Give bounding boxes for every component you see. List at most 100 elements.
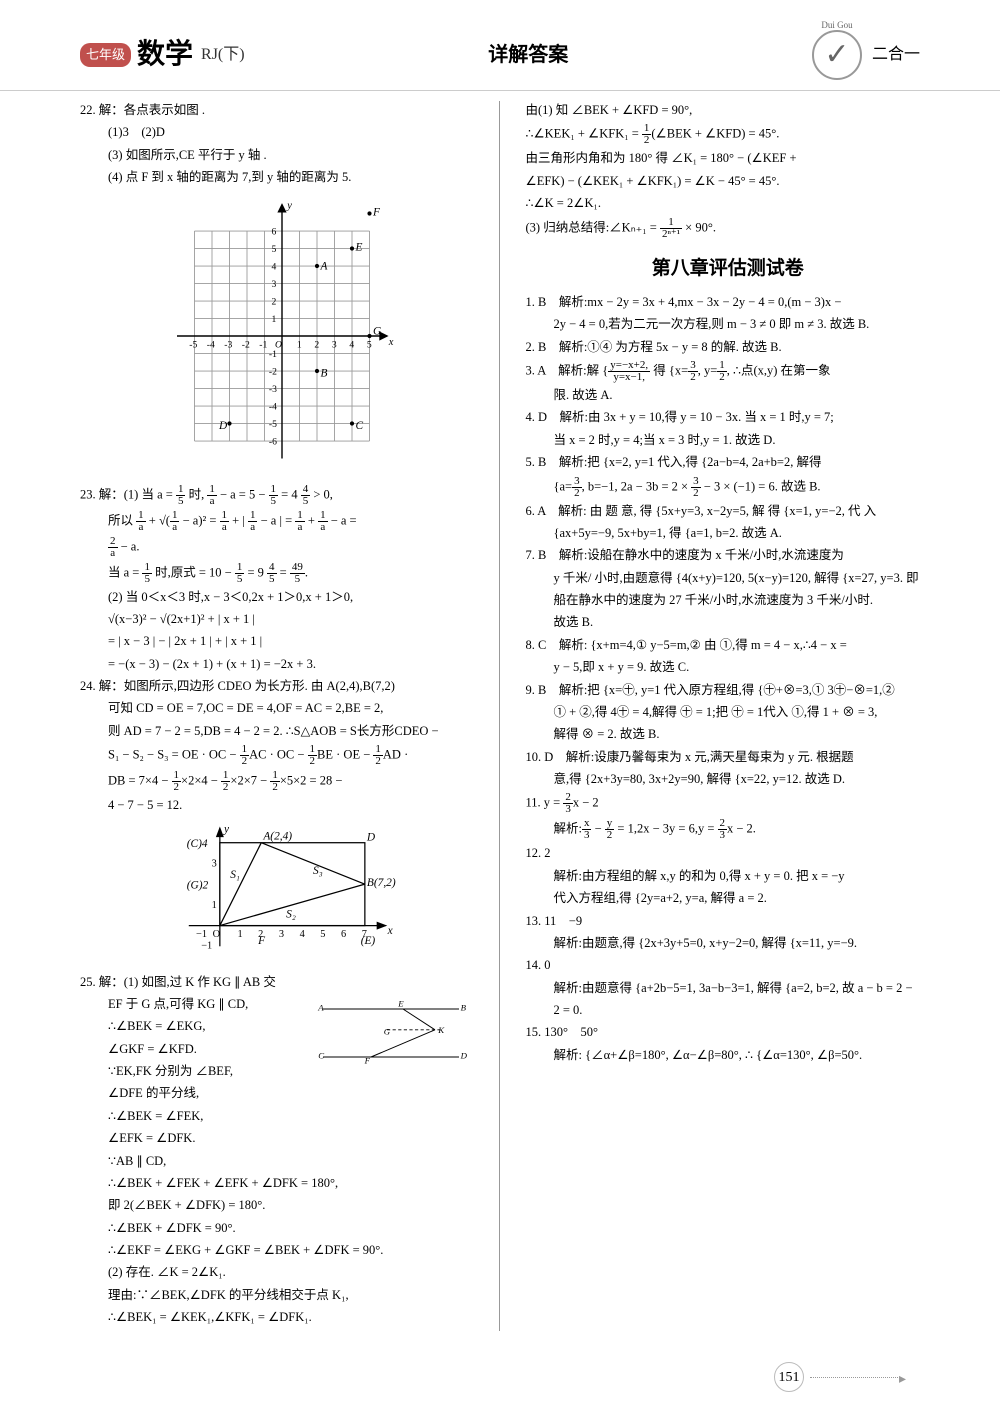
svg-text:3: 3	[272, 279, 277, 290]
q23-l8: = −(x − 3) − (2x + 1) + (x + 1) = −2x + …	[80, 655, 485, 674]
coordinate-grid: xy FEAGBDC -5-4-3-2-1O12345 654321 -1-2-…	[152, 196, 412, 476]
q7: 7. B 解析:设船在静水中的速度为 x 千米/小时,水流速度为	[526, 546, 931, 565]
svg-text:7: 7	[362, 928, 367, 939]
q7b: y 千米/ 小时,由题意得 {4(x+y)=120, 5(x−y)=120, 解…	[526, 569, 931, 588]
q3d: 限. 故选 A.	[526, 386, 931, 405]
q14b: 解析:由题意得 {a+2b−5=1, 3a−b−3=1, 解得 {a=2, b=…	[526, 979, 931, 998]
page-number: 151	[774, 1362, 900, 1392]
q15b: 解析: {∠α+∠β=180°, ∠α−∠β=80°, ∴ {∠α=130°, …	[526, 1046, 931, 1065]
svg-text:C: C	[356, 419, 364, 431]
q10: 10. D 解析:设康乃馨每束为 x 元,满天星每束为 y 元. 根据题	[526, 748, 931, 767]
svg-text:S₃: S₃	[313, 864, 323, 876]
q1b: 2y − 4 = 0,若为二元一次方程,则 m − 3 ≠ 0 即 m ≠ 3.…	[526, 315, 931, 334]
svg-text:6: 6	[272, 226, 277, 237]
q24-l2: 可知 CD = OE = 7,OC = DE = 4,OF = AC = 2,B…	[80, 699, 485, 718]
q6: 6. A 解析: 由 题 意, 得 {5x+y=3, x−2y=5, 解 得 {…	[526, 502, 931, 521]
q13b: 解析:由题意,得 {2x+3y+5=0, x+y−2=0, 解得 {x=11, …	[526, 934, 931, 953]
q7f: 故选 B.	[526, 613, 931, 632]
checkmark-icon: Dui Gou ✓	[812, 30, 862, 80]
q24-l1: 24. 解：如图所示,四边形 CDEO 为长方形. 由 A(2,4),B(7,2…	[80, 677, 485, 696]
content-area: 22. 解：各点表示如图 . (1)3 (2)D (3) 如图所示,CE 平行于…	[0, 91, 1000, 1341]
svg-text:-2: -2	[242, 339, 250, 350]
svg-text:1: 1	[297, 339, 302, 350]
svg-text:-4: -4	[207, 339, 215, 350]
svg-text:-3: -3	[225, 339, 233, 350]
q11c: 解析:x3 − y2 = 1,2x − 3y = 6,y = 23x − 2.	[526, 818, 931, 841]
q11: 11. y = 23x − 2	[526, 792, 931, 815]
svg-text:-1: -1	[260, 339, 268, 350]
q2: 2. B 解析:①④ 为方程 5x − y = 8 的解. 故选 B.	[526, 338, 931, 357]
q15a: 15. 130° 50°	[526, 1023, 931, 1042]
svg-text:−1: −1	[196, 928, 207, 939]
q25-l7: ∴∠BEK = ∠FEK,	[80, 1107, 485, 1126]
svg-text:(G)2: (G)2	[187, 879, 209, 891]
cont-l4: ∠EFK) − (∠KEK₁ + ∠KFK₁) = ∠K − 45° = 45°…	[526, 172, 931, 191]
q4: 4. D 解析:由 3x + y = 10,得 y = 10 − 3x. 当 x…	[526, 408, 931, 427]
q4b: 当 x = 2 时,y = 4;当 x = 3 时,y = 1. 故选 D.	[526, 431, 931, 450]
q14a: 14. 0	[526, 956, 931, 975]
q23-l4: 当 a = 15 时,原式 = 10 − 15 = 9 45 = 495.	[80, 562, 485, 585]
q14e: 2 = 0.	[526, 1001, 931, 1020]
svg-text:F: F	[372, 206, 381, 218]
svg-text:4: 4	[272, 261, 277, 272]
svg-text:-6: -6	[269, 436, 277, 447]
q25-l9: ∵AB ∥ CD,	[80, 1152, 485, 1171]
svg-text:1: 1	[272, 314, 277, 325]
triangle-diagram: A(2,4)B(7,2) (C)4(G)2 D(E)F S₁S₂S₃ xy −1…	[167, 822, 397, 967]
svg-text:B: B	[321, 367, 328, 379]
svg-text:(C)4: (C)4	[187, 837, 208, 849]
svg-text:3: 3	[279, 928, 284, 939]
q12b: 解析:由方程组的解 x,y 的和为 0,得 x + y = 0. 把 x = −…	[526, 867, 931, 886]
svg-text:E: E	[397, 998, 404, 1008]
q10b: 意,得 {2x+3y=80, 3x+2y=90, 解得 {x=22, y=12.…	[526, 770, 931, 789]
q5d: {a=32, b=−1, 2a − 3b = 2 × 32 − 3 × (−1)…	[526, 476, 931, 499]
svg-text:B: B	[460, 1002, 466, 1012]
q25-l6: ∠DFE 的平分线,	[80, 1084, 485, 1103]
q8: 8. C 解析: {x+m=4,① y−5=m,② 由 ①,得 m = 4 − …	[526, 636, 931, 655]
cont-l6: (3) 归纳总结得:∠Kₙ₊₁ = 12ⁿ⁺¹ × 90°.	[526, 217, 931, 240]
q23-l5: (2) 当 0＜x＜3 时,x − 3＜0,2x + 1＞0,x + 1＞0,	[80, 588, 485, 607]
q25-l10: ∴∠BEK + ∠FEK + ∠EFK + ∠DFK = 180°,	[80, 1174, 485, 1193]
svg-text:-4: -4	[269, 401, 277, 412]
svg-text:−1: −1	[201, 940, 212, 951]
q23-l3: 2a − a.	[80, 536, 485, 559]
subject-title: 数学	[137, 33, 193, 78]
q1: 1. B 解析:mx − 2y = 3x + 4,mx − 3x − 2y − …	[526, 293, 931, 312]
q12c: 代入方程组,得 {2y=a+2, y=a, 解得 a = 2.	[526, 889, 931, 908]
svg-text:G: G	[383, 1026, 390, 1036]
svg-text:C: C	[318, 1050, 324, 1060]
svg-text:2: 2	[272, 296, 277, 307]
svg-text:2: 2	[258, 928, 263, 939]
svg-text:S₂: S₂	[286, 908, 296, 920]
q9d: 解得 ⊗ = 2. 故选 B.	[526, 725, 931, 744]
svg-text:D: D	[218, 419, 228, 431]
q23-l7: = | x − 3 | − | 2x + 1 | + | x + 1 |	[80, 632, 485, 651]
cont-l2: ∴∠KEK₁ + ∠KFK₁ = 12(∠BEK + ∠KFD) = 45°.	[526, 123, 931, 146]
q22-stem: 22. 解：各点表示如图 .	[80, 101, 485, 120]
cont-l1: 由(1) 知 ∠BEK + ∠KFD = 90°,	[526, 101, 931, 120]
svg-text:B(7,2): B(7,2)	[367, 877, 396, 889]
q22-p1: (1)3 (2)D	[80, 123, 485, 142]
svg-text:O: O	[213, 928, 221, 939]
svg-text:5: 5	[367, 339, 372, 350]
q25-l11: 即 2(∠BEK + ∠DFK) = 180°.	[80, 1196, 485, 1215]
q24-l3: 则 AD = 7 − 2 = 5,DB = 4 − 2 = 2. ∴S△AOB …	[80, 722, 485, 741]
svg-text:-5: -5	[269, 419, 277, 430]
q25-l1: 25. 解：(1) 如图,过 K 作 KG ∥ AB 交	[80, 973, 485, 992]
q22-p2: (3) 如图所示,CE 平行于 y 轴 .	[80, 146, 485, 165]
q8c: y − 5,即 x + y = 9. 故选 C.	[526, 658, 931, 677]
version-code: RJ(下)	[201, 42, 245, 68]
svg-text:y: y	[287, 200, 293, 211]
svg-text:E: E	[355, 241, 363, 253]
svg-text:5: 5	[321, 928, 326, 939]
q24-l4: S₁ − S₂ − S₃ = OE · OC − 12AC · OC − 12B…	[80, 744, 485, 767]
q25-l14: (2) 存在. ∠K = 2∠K₁.	[80, 1263, 485, 1282]
svg-text:4: 4	[300, 928, 306, 939]
q24-l6: 4 − 7 − 5 = 12.	[80, 796, 485, 815]
q12a: 12. 2	[526, 844, 931, 863]
svg-text:-5: -5	[190, 339, 198, 350]
q6d: {ax+5y=−9, 5x+by=1, 得 {a=1, b=2. 故选 A.	[526, 524, 931, 543]
cont-l5: ∴∠K = 2∠K₁.	[526, 194, 931, 213]
q5: 5. B 解析:把 {x=2, y=1 代入,得 {2a−b=4, 2a+b=2…	[526, 453, 931, 472]
svg-text:D: D	[459, 1050, 467, 1060]
